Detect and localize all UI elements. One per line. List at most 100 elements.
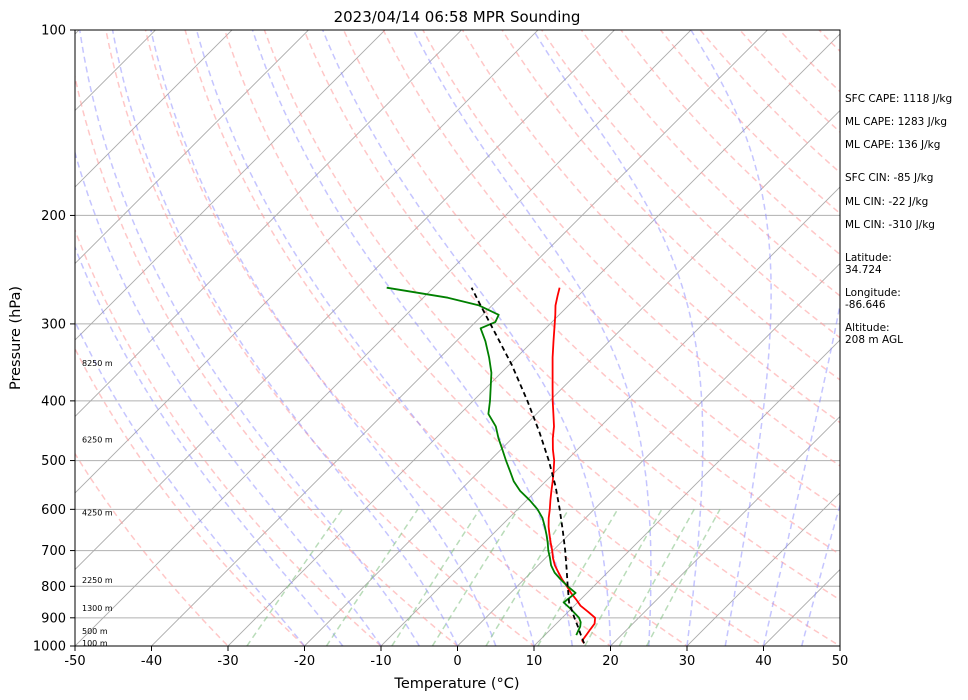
x-tick-label: 0 [453,654,461,669]
mixing-ratio-line [325,508,419,646]
isotherm-line [75,30,539,494]
y-tick-label: 600 [41,503,66,518]
moist-adiabat-line [195,30,535,646]
isotherm-line [903,16,968,659]
y-tick-label: 200 [41,209,66,224]
y-tick-label: 400 [41,394,66,409]
isotherm-line [533,339,840,646]
height-label: 4250 m [82,508,113,517]
height-label: 2250 m [82,576,113,585]
isotherm-line [686,492,840,646]
x-tick-label: -50 [64,654,85,669]
moist-adiabat-line [75,245,344,646]
y-tick-label: 700 [41,544,66,559]
ml-cin-label: ML CIN: -22 J/kg [845,196,929,208]
ml-cin-label-2: ML CIN: -310 J/kg [845,219,935,231]
isotherm-line [75,30,386,341]
mixing-ratio-lines [246,508,721,646]
dry-adiabat-line [659,30,840,215]
altitude-label: Altitude: 208 m AGL [845,322,903,346]
x-tick-label: -20 [294,654,315,669]
y-tick-label: 800 [41,580,66,595]
moist-adiabat-line [150,30,497,646]
dewpoint-profile [386,286,582,636]
dry-adiabat-line [75,347,306,646]
mixing-ratio-line [618,508,695,646]
mixing-ratio-line [431,508,519,646]
isotherm-line [75,30,692,646]
ml-cape-label-2: ML CAPE: 136 J/kg [845,139,941,151]
isotherm-line [303,109,840,646]
dry-adiabat-line [461,30,840,424]
moist-adiabat-line [322,30,612,646]
y-axis-ticks: 100 200 300 400 500 600 700 800 900 1000 [33,24,75,655]
parcel-profile [470,287,585,644]
x-tick-label: 30 [679,654,696,669]
moist-adiabat-line [801,502,840,646]
plot-frame [74,29,841,647]
height-label: 500 m [82,627,108,636]
mixing-ratio-line [584,508,663,646]
dry-adiabat-line [105,30,536,646]
height-labels: 100 m 500 m 1300 m 2250 m 4250 m 6250 m 8250 m [82,359,113,648]
mixing-ratio-line [246,508,343,646]
temperature-profile [547,287,596,644]
sfc-cape-label: SFC CAPE: 1118 J/kg [845,93,953,105]
moist-adiabat-line [532,30,704,646]
x-tick-label: -10 [370,654,391,669]
y-tick-label: 100 [41,24,66,39]
isotherm-line [150,30,769,646]
moist-adiabat-line [75,150,382,646]
x-tick-label: -30 [217,654,238,669]
isotherm-line [75,30,157,112]
x-axis-label: Temperature (°C) [393,676,519,692]
dry-adiabat-line [75,228,383,646]
y-tick-label: 500 [41,454,66,469]
dry-adiabat-line [223,30,765,646]
isotherm-line [75,30,616,571]
dry-adiabat-line [75,452,230,646]
dry-adiabat-line [75,73,459,646]
height-label: 6250 m [82,435,113,444]
y-tick-label: 900 [41,611,66,626]
x-axis-ticks: -50 -40 -30 -20 -10 0 10 20 30 40 50 [64,646,848,669]
x-tick-label: 10 [526,654,543,669]
plot-area [75,16,968,659]
chart-title: 2023/04/14 06:58 MPR Sounding [334,8,581,26]
x-tick-label: 50 [832,654,849,669]
isobar-gridlines [75,30,840,646]
isotherm-line [75,30,463,418]
dry-adiabat-line [144,30,612,646]
ml-cape-label: ML CAPE: 1283 J/kg [845,116,948,128]
isotherm-line [75,30,310,265]
mixing-ratio-line [391,508,481,646]
dry-adiabat-line [501,30,840,381]
moist-adiabat-line [762,301,840,646]
dry-adiabat-line [184,30,689,646]
mixing-ratio-line [645,508,721,646]
moist-adiabat-line [412,30,652,646]
isotherm-line [227,33,840,646]
latitude-label: Latitude: 34.724 [845,252,892,276]
y-tick-label: 300 [41,317,66,332]
mixing-ratio-line [537,508,619,646]
height-label: 100 m [82,639,108,648]
x-tick-label: 40 [755,654,772,669]
dry-adiabat-lines [75,30,840,646]
longitude-label: Longitude: -86.646 [845,287,901,311]
sounding-profiles [386,286,596,644]
moist-adiabat-line [78,30,420,646]
moist-adiabat-line [111,30,459,646]
x-tick-label: 20 [602,654,619,669]
y-tick-label: 1000 [33,640,66,655]
height-label: 1300 m [82,604,113,613]
dry-adiabat-line [263,30,840,646]
height-label: 8250 m [82,359,113,368]
moist-adiabat-lines [75,30,840,646]
isotherm-line [75,30,233,188]
dry-adiabat-line [540,30,840,339]
x-tick-label: -40 [141,654,162,669]
moist-adiabat-line [690,30,772,646]
isotherm-line [609,415,840,646]
